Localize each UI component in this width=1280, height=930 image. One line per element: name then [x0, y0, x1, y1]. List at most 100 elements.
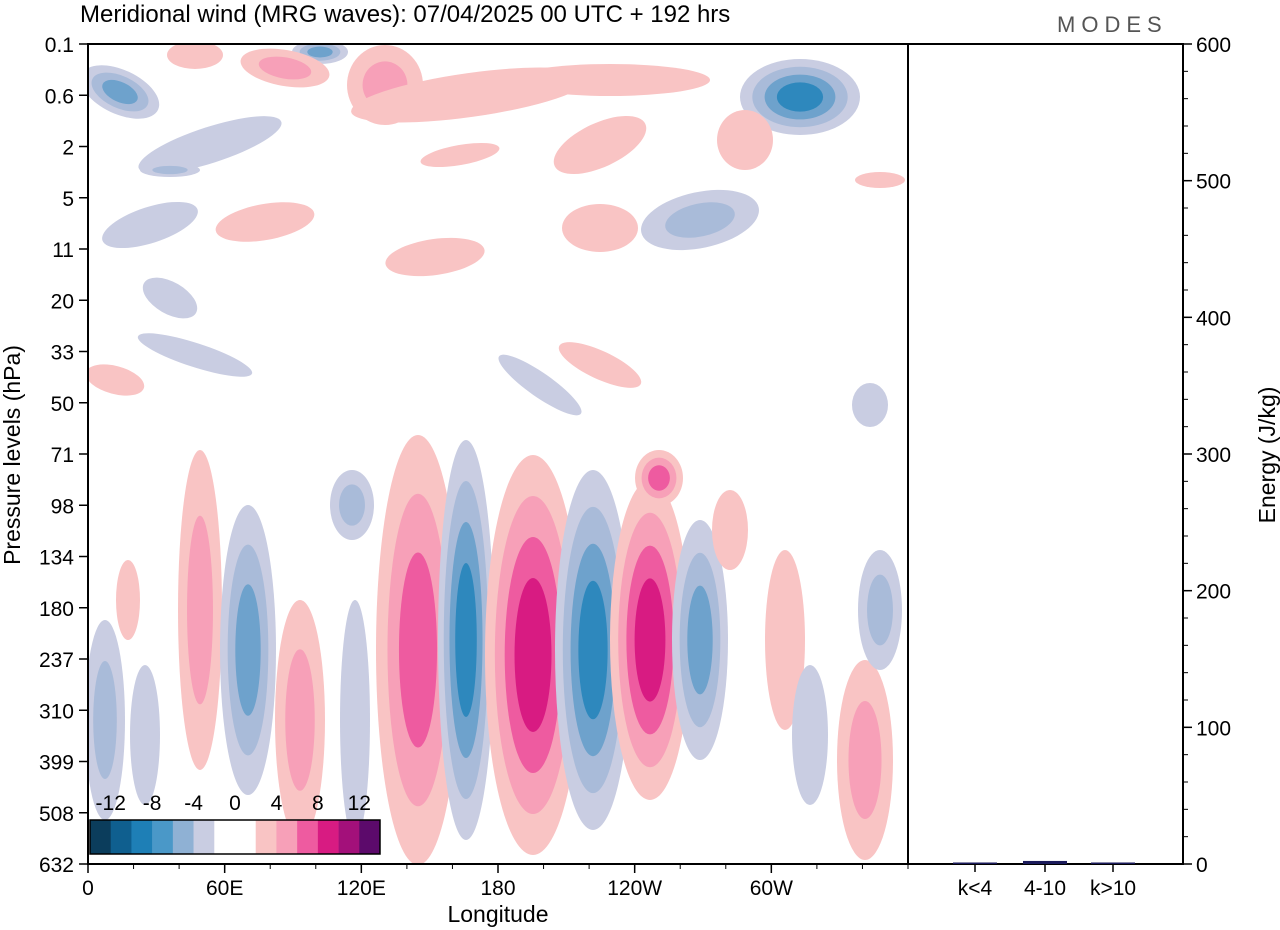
energy-category-label: 4-10	[1024, 877, 1066, 900]
contour-region	[398, 552, 438, 748]
colorbar-label: -12	[96, 792, 126, 815]
energy-bar	[953, 862, 997, 864]
contour-region	[634, 578, 666, 702]
y-tick-label: 237	[39, 649, 74, 672]
colorbar-frame	[89, 819, 381, 855]
contour-region	[215, 202, 315, 242]
colorbar-label: -4	[184, 792, 203, 815]
y-tick-label: 98	[51, 495, 74, 518]
y-tick-label: 33	[51, 342, 74, 365]
colorbar-swatch	[255, 820, 277, 854]
contour-region	[152, 165, 188, 175]
y-tick-label: 11	[52, 239, 74, 262]
energy-bar	[1091, 862, 1135, 864]
y2-tick-label: 300	[1196, 444, 1231, 467]
colorbar-label: 8	[312, 792, 324, 815]
energy-category-label: k<4	[958, 877, 993, 900]
contour-region	[776, 82, 824, 112]
y-tick-label: 632	[39, 854, 74, 877]
colorbar-swatch	[338, 820, 360, 854]
y2-tick-label: 0	[1196, 854, 1208, 877]
y-tick-label: 2	[62, 137, 74, 160]
contour-region	[792, 665, 828, 805]
contour-region	[142, 277, 198, 319]
colorbar-swatch	[110, 820, 132, 854]
colorbar-swatch	[235, 820, 257, 854]
energy-category-label: k>10	[1090, 877, 1136, 900]
y-tick-label: 71	[51, 444, 74, 467]
x-tick-label: 60E	[206, 877, 243, 900]
colorbar-label: -8	[143, 792, 162, 815]
contour-region	[498, 354, 582, 416]
contour-region	[665, 202, 735, 238]
longitude-axis: 0 60E 120E 180 120W 60W	[82, 864, 909, 900]
contour-region	[93, 661, 117, 779]
contour-region	[578, 580, 608, 720]
contour-region	[687, 585, 713, 695]
contour-region	[187, 515, 213, 705]
contour-region	[420, 142, 500, 168]
colorbar-swatch	[152, 820, 174, 854]
colorbar-swatch	[90, 820, 112, 854]
contour-region	[258, 56, 312, 80]
x-tick-label: 0	[82, 877, 94, 900]
x-tick-label: 180	[480, 877, 515, 900]
contour-region	[340, 600, 370, 840]
contour-region	[712, 490, 748, 570]
contour-region	[307, 46, 333, 58]
y-tick-label: 134	[39, 547, 74, 570]
contour-region	[116, 560, 140, 640]
colorbar-swatch	[214, 820, 236, 854]
colorbar-swatch	[317, 820, 339, 854]
contour-region	[138, 116, 282, 174]
x-axis-label: Longitude	[447, 901, 548, 927]
contour-region	[88, 364, 145, 396]
colorbar-label: 4	[271, 792, 283, 815]
contour-field	[88, 44, 905, 864]
y2-axis-label: Energy (J/kg)	[1254, 387, 1280, 524]
y2-tick-label: 600	[1196, 34, 1231, 57]
colorbar-swatch	[359, 820, 381, 854]
energy-category-axis: k<4 4-10 k>10	[958, 864, 1136, 900]
contour-region	[553, 115, 647, 175]
contour-region	[855, 172, 905, 188]
colorbar-swatch	[131, 820, 153, 854]
y-tick-label: 310	[39, 700, 74, 723]
contour-region	[852, 383, 888, 427]
contour-region	[385, 237, 485, 277]
contour-region	[455, 563, 477, 717]
y-tick-label: 0.1	[45, 34, 74, 57]
y-tick-label: 180	[39, 598, 74, 621]
contour-region	[167, 44, 223, 69]
y2-tick-label: 400	[1196, 307, 1231, 330]
contour-region	[235, 584, 261, 716]
y2-tick-label: 200	[1196, 581, 1231, 604]
colorbar-swatch	[297, 820, 319, 854]
contour-region	[558, 342, 642, 388]
y-tick-label: 50	[51, 393, 74, 416]
contour-region	[717, 110, 773, 170]
y-tick-label: 508	[39, 803, 74, 826]
colorbar-label: 12	[348, 792, 371, 815]
colorbar: -12 -8 -4 0 4 8 12	[89, 792, 381, 855]
contour-region	[848, 701, 882, 819]
colorbar-swatch	[172, 820, 194, 854]
y-tick-label: 20	[51, 290, 74, 313]
energy-bar	[1023, 860, 1067, 864]
contour-region	[562, 204, 638, 252]
colorbar-label: 0	[229, 792, 241, 815]
y-tick-label: 5	[62, 188, 74, 211]
y2-tick-label: 500	[1196, 171, 1231, 194]
energy-bars	[953, 860, 1135, 864]
x-tick-label: 120W	[607, 877, 662, 900]
contour-region	[285, 649, 315, 791]
colorbar-swatch	[276, 820, 298, 854]
colorbar-swatch	[193, 820, 215, 854]
contour-region	[130, 665, 160, 805]
contour-region	[510, 64, 710, 96]
y-axis-label: Pressure levels (hPa)	[0, 345, 25, 565]
contour-region	[102, 79, 138, 105]
energy-panel-frame	[907, 43, 1184, 865]
contour-region	[339, 484, 365, 526]
